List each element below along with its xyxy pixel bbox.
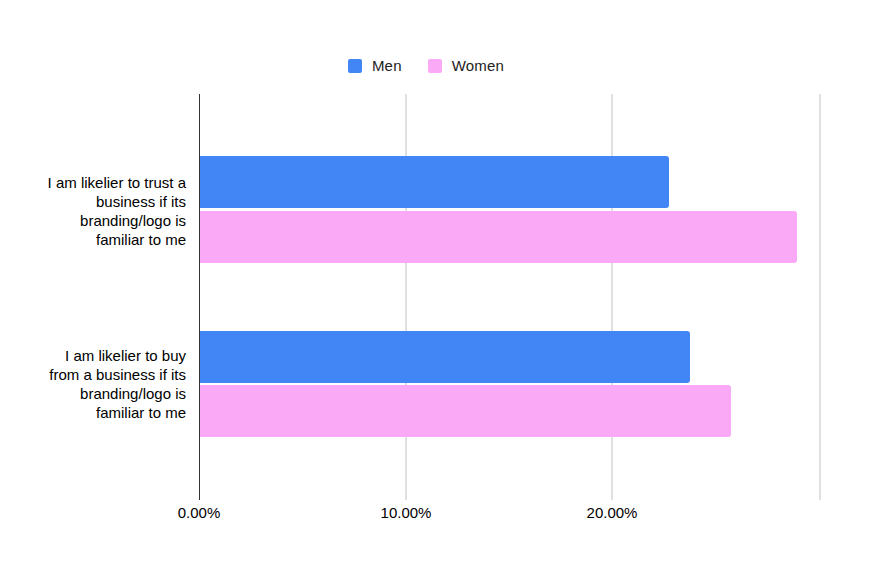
plot-area — [199, 94, 859, 490]
bar-buy-women — [200, 385, 731, 437]
bar-trust-men — [200, 156, 669, 208]
gridline-10 — [405, 94, 407, 500]
bar-chart: Men Women I am likelier to trust abusine… — [0, 0, 876, 586]
legend-label-men: Men — [372, 57, 402, 74]
legend-item-women: Women — [428, 57, 504, 74]
bar-trust-women — [200, 211, 797, 263]
x-tick-10: 10.00% — [381, 504, 432, 521]
x-tick-0: 0.00% — [178, 504, 221, 521]
legend-label-women: Women — [452, 57, 504, 74]
category-label-trust: I am likelier to trust abusiness if itsb… — [0, 173, 186, 249]
gridline-20 — [611, 94, 613, 500]
x-tick-20: 20.00% — [587, 504, 638, 521]
chart-legend: Men Women — [0, 57, 852, 74]
legend-swatch-women-icon — [428, 59, 442, 73]
legend-item-men: Men — [348, 57, 402, 74]
bar-buy-men — [200, 331, 690, 383]
legend-swatch-men-icon — [348, 59, 362, 73]
gridline-30 — [819, 94, 821, 500]
y-axis-line — [199, 94, 200, 500]
category-label-buy: I am likelier to buyfrom a business if i… — [0, 346, 186, 422]
